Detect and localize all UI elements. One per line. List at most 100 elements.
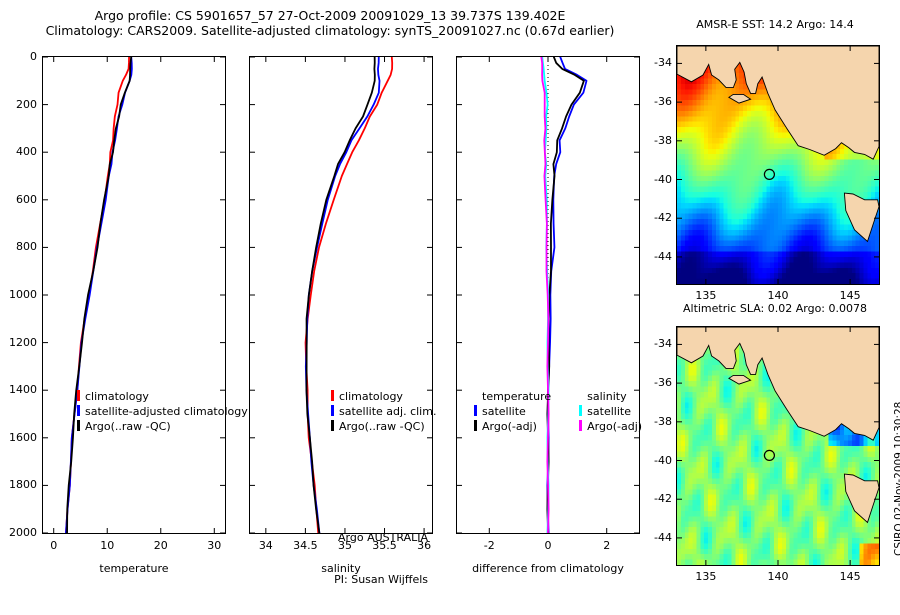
- legend-item: Argo(-adj): [579, 419, 642, 434]
- sla-map-title: Altimetric SLA: 0.02 Argo: 0.0078: [682, 302, 867, 315]
- salinity-axis-label: salinity: [321, 562, 361, 575]
- legend-color-swatch: [331, 390, 334, 401]
- map-lat-tick-label: -36: [654, 95, 672, 109]
- legend-color-swatch: [474, 405, 477, 416]
- depth-tick-label: 600: [16, 192, 37, 206]
- legend-item: satellite: [579, 404, 642, 419]
- legend-label: climatology: [85, 390, 149, 403]
- map-lon-tick-label: 140: [767, 289, 789, 302]
- legend-label: Argo(-adj): [587, 420, 643, 433]
- depth-tick-label: 2000: [9, 526, 37, 539]
- map-sst[interactable]: [676, 45, 880, 285]
- legend-color-swatch: [331, 420, 334, 431]
- legend-group-header: salinity: [587, 390, 627, 403]
- x-tick-label: 20: [153, 539, 168, 552]
- difference-plot-area: [457, 57, 639, 533]
- csiro-timestamp: CSIRO 02-Nov-2009 10:30:28: [893, 401, 900, 556]
- panel-salinity: [249, 56, 433, 534]
- legend-item: Argo(..raw -QC): [77, 419, 248, 434]
- depth-tick-label: 400: [16, 145, 37, 159]
- depth-tick-label: 0: [30, 50, 37, 63]
- map-lon-tick-label: 145: [839, 570, 861, 583]
- map-lon-tick-label: 135: [695, 570, 717, 583]
- x-tick-label: -2: [483, 539, 495, 552]
- depth-tick-label: 1600: [9, 430, 37, 444]
- temperature-legend: climatology satellite-adjusted climatolog…: [77, 389, 248, 434]
- x-tick-label: 2: [603, 539, 611, 552]
- legend-item: Argo(-adj): [474, 419, 551, 434]
- credit-line-1: Argo AUSTRALIA: [338, 531, 428, 544]
- map-lat-tick-label: -38: [654, 133, 672, 147]
- legend-label: satellite: [587, 405, 631, 418]
- map-lat-tick-label: -34: [654, 337, 672, 351]
- x-tick-label: 10: [100, 539, 115, 552]
- x-tick-label: 34.5: [293, 539, 318, 552]
- legend-item: climatology: [331, 389, 436, 404]
- legend-color-swatch: [77, 405, 80, 416]
- legend-column-temperature: temperature satellite Argo(-adj): [474, 389, 551, 434]
- map-lat-tick-label: -40: [654, 453, 672, 467]
- depth-tick-label: 1000: [9, 288, 37, 301]
- figure-canvas: Argo profile: CS 5901657_57 27-Oct-2009 …: [0, 0, 900, 586]
- legend-label: Argo(..raw -QC): [339, 420, 425, 433]
- legend-label: satellite-adjusted climatology: [85, 405, 248, 418]
- legend-item: climatology: [77, 389, 248, 404]
- difference-legend: temperature satellite Argo(-adj) salinity sa…: [474, 389, 642, 434]
- map-lat-tick-label: -40: [654, 172, 672, 186]
- legend-color-swatch: [474, 420, 477, 431]
- sst-map-canvas: [677, 46, 879, 284]
- sst-map-title: AMSR-E SST: 14.2 Argo: 14.4: [696, 18, 854, 31]
- legend-item: Argo(..raw -QC): [331, 419, 436, 434]
- difference-axis-label: difference from climatology: [472, 562, 624, 575]
- legend-color-swatch: [579, 405, 583, 416]
- x-tick-label: 0: [544, 539, 552, 552]
- map-lat-tick-label: -44: [654, 249, 672, 263]
- depth-tick-label: 200: [16, 97, 37, 111]
- depth-tick-label: 1400: [9, 383, 37, 397]
- salinity-legend: climatology satellite adj. clim. Argo(..ra…: [331, 389, 436, 434]
- legend-label: satellite: [482, 405, 526, 418]
- legend-color-swatch: [579, 420, 583, 431]
- legend-label: satellite adj. clim.: [339, 405, 437, 418]
- salinity-plot-area: [250, 57, 432, 533]
- map-lat-tick-label: -42: [654, 492, 672, 506]
- panel-temperature: [42, 56, 226, 534]
- legend-color-swatch: [77, 390, 80, 401]
- panel-difference: [456, 56, 640, 534]
- legend-item: satellite: [474, 404, 551, 419]
- map-lon-tick-label: 135: [695, 289, 717, 302]
- depth-tick-label: 800: [16, 240, 37, 254]
- x-tick-label: 34: [258, 539, 273, 552]
- figure-title-line1: Argo profile: CS 5901657_57 27-Oct-2009 …: [94, 8, 566, 23]
- temperature-axis-label: temperature: [99, 562, 169, 575]
- map-lon-tick-label: 145: [839, 289, 861, 302]
- sla-map-canvas: [677, 327, 879, 565]
- x-tick-label: 35.5: [372, 539, 397, 552]
- temperature-plot-area: [43, 57, 225, 533]
- depth-tick-label: 1800: [9, 478, 37, 492]
- x-tick-label: 35: [337, 539, 352, 552]
- map-lat-tick-label: -38: [654, 414, 672, 428]
- map-sla[interactable]: [676, 326, 880, 566]
- map-lat-tick-label: -36: [654, 376, 672, 390]
- credit-line-2: PI: Susan Wijffels: [334, 573, 428, 586]
- legend-label: Argo(..raw -QC): [85, 420, 171, 433]
- legend-item: satellite adj. clim.: [331, 404, 436, 419]
- legend-color-swatch: [331, 405, 334, 416]
- depth-tick-label: 1200: [9, 335, 37, 349]
- depth-axis-ticks-panel1: 0 200 400 600 800 1000 1200 1400 1600 1800 2000: [0, 0, 42, 580]
- map-lat-tick-label: -44: [654, 530, 672, 544]
- credit-block: Argo AUSTRALIA PI: Susan Wijffels: [273, 503, 428, 615]
- legend-group-header: temperature: [482, 390, 552, 403]
- map-lat-tick-label: -42: [654, 211, 672, 225]
- x-tick-label: 30: [207, 539, 222, 552]
- map-lon-tick-label: 140: [767, 570, 789, 583]
- legend-color-swatch: [77, 420, 80, 431]
- legend-label: climatology: [339, 390, 403, 403]
- legend-item: satellite-adjusted climatology: [77, 404, 248, 419]
- x-tick-label: 36: [417, 539, 432, 552]
- legend-label: Argo(-adj): [482, 420, 537, 433]
- map-lat-tick-label: -34: [654, 56, 672, 70]
- figure-title-line2: Climatology: CARS2009. Satellite-adjuste…: [45, 23, 615, 38]
- x-tick-label: 0: [50, 539, 58, 552]
